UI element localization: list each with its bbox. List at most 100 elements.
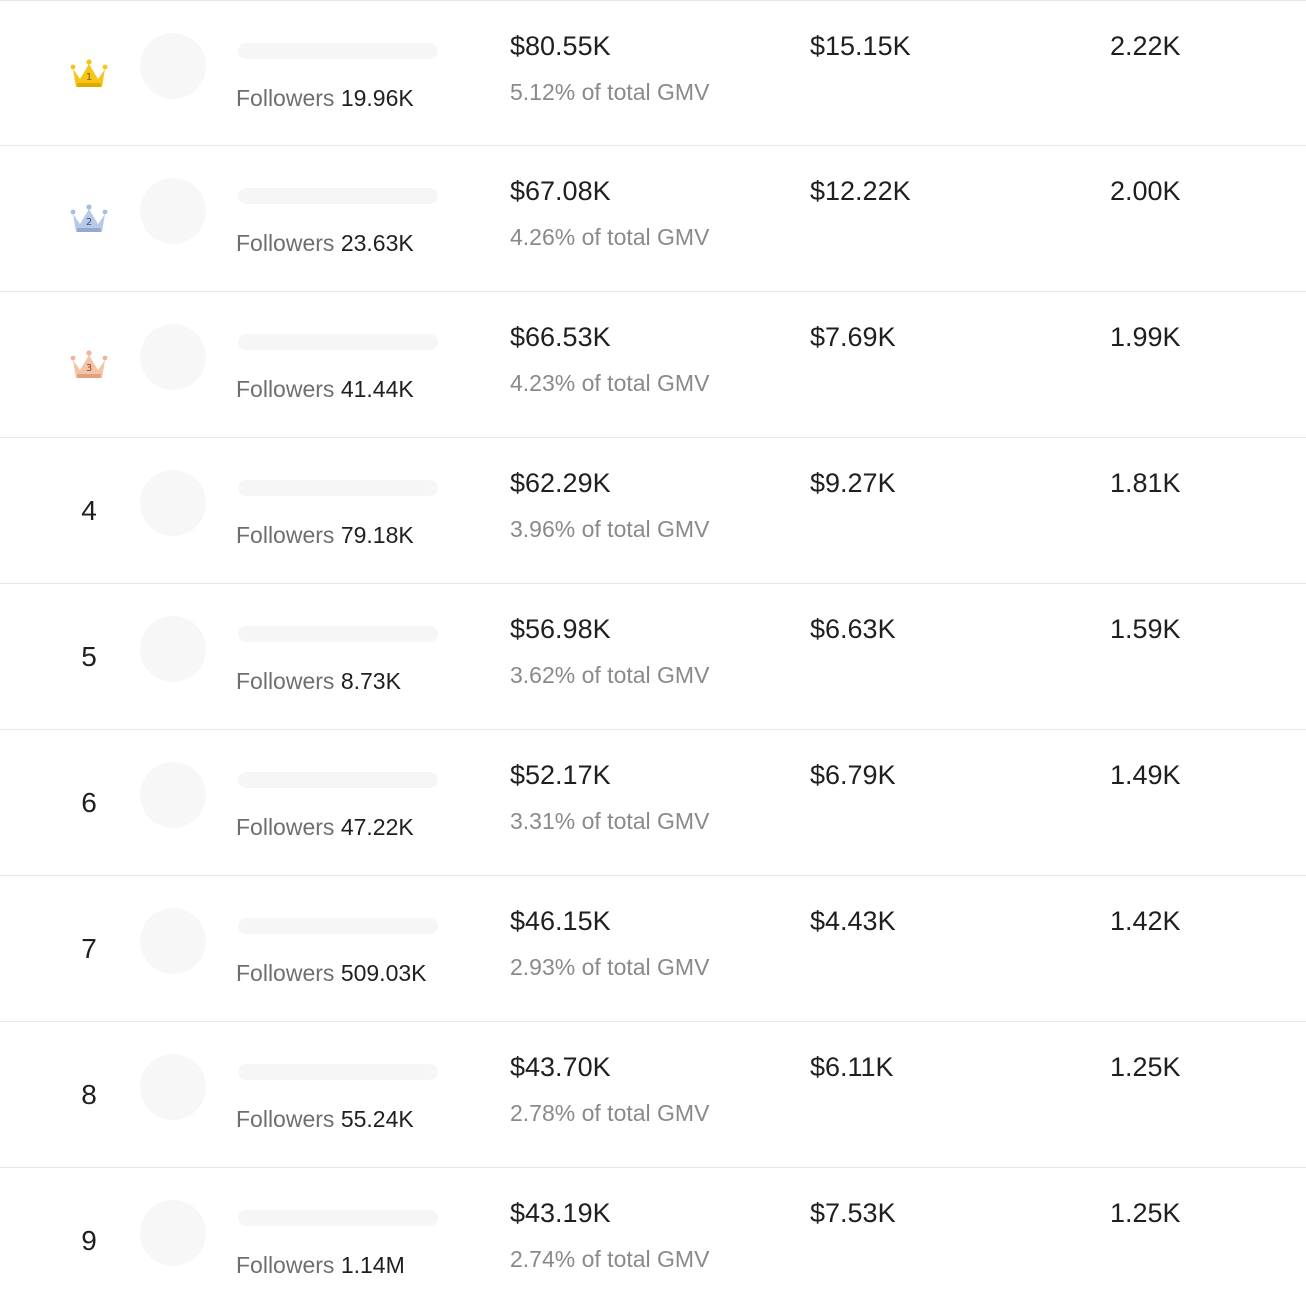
rank-number: 6 (81, 787, 97, 818)
column-4-value: 1.59K (1110, 614, 1181, 644)
followers-count: Followers 47.22K (236, 814, 414, 841)
table-row[interactable]: 2 Followers 23.63K $67.08K 4.26% of tota… (0, 146, 1306, 292)
followers-label: Followers (236, 85, 335, 111)
followers-value: 47.22K (340, 814, 414, 840)
followers-label: Followers (236, 668, 335, 694)
avatar[interactable] (140, 1200, 206, 1266)
creator-name-redacted (238, 1210, 438, 1226)
creator-name-redacted (238, 918, 438, 934)
followers-count: Followers 79.18K (236, 522, 414, 549)
column-4-value: 2.22K (1110, 31, 1181, 61)
gmv-share: 2.74% of total GMV (510, 1246, 710, 1272)
followers-value: 8.73K (340, 668, 401, 694)
column-3-value: $12.22K (810, 176, 911, 206)
svg-text:1: 1 (86, 72, 92, 83)
table-row[interactable]: 4 Followers 79.18K $62.29K 3.96% of tota… (0, 438, 1306, 584)
rank-number: 9 (81, 1225, 97, 1256)
followers-label: Followers (236, 376, 335, 402)
column-3-value: $4.43K (810, 906, 896, 936)
gmv-value: $43.19K (510, 1198, 611, 1228)
avatar[interactable] (140, 1054, 206, 1120)
gmv-share: 3.62% of total GMV (510, 662, 710, 688)
column-4-value: 1.42K (1110, 906, 1181, 936)
gmv-value: $66.53K (510, 322, 611, 352)
followers-count: Followers 55.24K (236, 1106, 414, 1133)
followers-value: 1.14M (340, 1252, 405, 1278)
avatar[interactable] (140, 616, 206, 682)
avatar[interactable] (140, 178, 206, 244)
table-row[interactable]: 8 Followers 55.24K $43.70K 2.78% of tota… (0, 1022, 1306, 1168)
gmv-share: 4.23% of total GMV (510, 370, 710, 396)
column-4-value: 1.99K (1110, 322, 1181, 352)
followers-value: 19.96K (340, 85, 414, 111)
creator-name-redacted (238, 1064, 438, 1080)
followers-count: Followers 41.44K (236, 376, 414, 403)
gmv-share: 4.26% of total GMV (510, 224, 710, 250)
gold-crown-icon: 1 (70, 59, 108, 87)
column-3-value: $7.69K (810, 322, 896, 352)
rank-number: 7 (81, 933, 97, 964)
table-row[interactable]: 9 Followers 1.14M $43.19K 2.74% of total… (0, 1168, 1306, 1314)
avatar[interactable] (140, 33, 206, 99)
followers-count: Followers 509.03K (236, 960, 427, 987)
followers-value: 41.44K (340, 376, 414, 402)
followers-label: Followers (236, 230, 335, 256)
creator-name-redacted (238, 480, 438, 496)
gmv-value: $62.29K (510, 468, 611, 498)
gmv-share: 2.93% of total GMV (510, 954, 710, 980)
svg-text:3: 3 (86, 363, 92, 374)
column-3-value: $7.53K (810, 1198, 896, 1228)
table-row[interactable]: 3 Followers 41.44K $66.53K 4.23% of tota… (0, 292, 1306, 438)
table-row[interactable]: 5 Followers 8.73K $56.98K 3.62% of total… (0, 584, 1306, 730)
followers-label: Followers (236, 1106, 335, 1132)
avatar[interactable] (140, 762, 206, 828)
column-4-value: 2.00K (1110, 176, 1181, 206)
followers-value: 509.03K (340, 960, 427, 986)
rank-number: 8 (81, 1079, 97, 1110)
column-4-value: 1.81K (1110, 468, 1181, 498)
column-4-value: 1.25K (1110, 1052, 1181, 1082)
avatar[interactable] (140, 324, 206, 390)
followers-count: Followers 8.73K (236, 668, 401, 695)
gmv-share: 3.96% of total GMV (510, 516, 710, 542)
table-row[interactable]: 1 Followers 19.96K $80.55K 5.12% of tota… (0, 0, 1306, 146)
followers-count: Followers 23.63K (236, 230, 414, 257)
followers-value: 79.18K (340, 522, 414, 548)
followers-label: Followers (236, 960, 335, 986)
rank-cell: 2 (44, 146, 134, 292)
gmv-value: $56.98K (510, 614, 611, 644)
column-3-value: $6.11K (810, 1052, 894, 1082)
table-row[interactable]: 7 Followers 509.03K $46.15K 2.93% of tot… (0, 876, 1306, 1022)
avatar[interactable] (140, 908, 206, 974)
silver-crown-icon: 2 (70, 204, 108, 232)
gmv-value: $80.55K (510, 31, 611, 61)
column-3-value: $9.27K (810, 468, 896, 498)
avatar[interactable] (140, 470, 206, 536)
column-3-value: $6.63K (810, 614, 896, 644)
rank-cell: 1 (44, 1, 134, 147)
column-3-value: $15.15K (810, 31, 911, 61)
gmv-share: 2.78% of total GMV (510, 1100, 710, 1126)
gmv-share: 3.31% of total GMV (510, 808, 710, 834)
svg-text:2: 2 (86, 217, 92, 228)
rank-number: 5 (81, 641, 97, 672)
creator-name-redacted (238, 188, 438, 204)
creator-name-redacted (238, 334, 438, 350)
rank-number: 4 (81, 495, 97, 526)
rank-cell: 3 (44, 292, 134, 438)
followers-label: Followers (236, 522, 335, 548)
followers-count: Followers 1.14M (236, 1252, 405, 1279)
gmv-value: $67.08K (510, 176, 611, 206)
followers-label: Followers (236, 814, 335, 840)
gmv-value: $52.17K (510, 760, 611, 790)
column-4-value: 1.49K (1110, 760, 1181, 790)
gmv-share: 5.12% of total GMV (510, 79, 710, 105)
followers-label: Followers (236, 1252, 335, 1278)
gmv-value: $46.15K (510, 906, 611, 936)
followers-value: 55.24K (340, 1106, 414, 1132)
followers-count: Followers 19.96K (236, 85, 414, 112)
table-row[interactable]: 6 Followers 47.22K $52.17K 3.31% of tota… (0, 730, 1306, 876)
creator-name-redacted (238, 43, 438, 59)
creator-name-redacted (238, 626, 438, 642)
